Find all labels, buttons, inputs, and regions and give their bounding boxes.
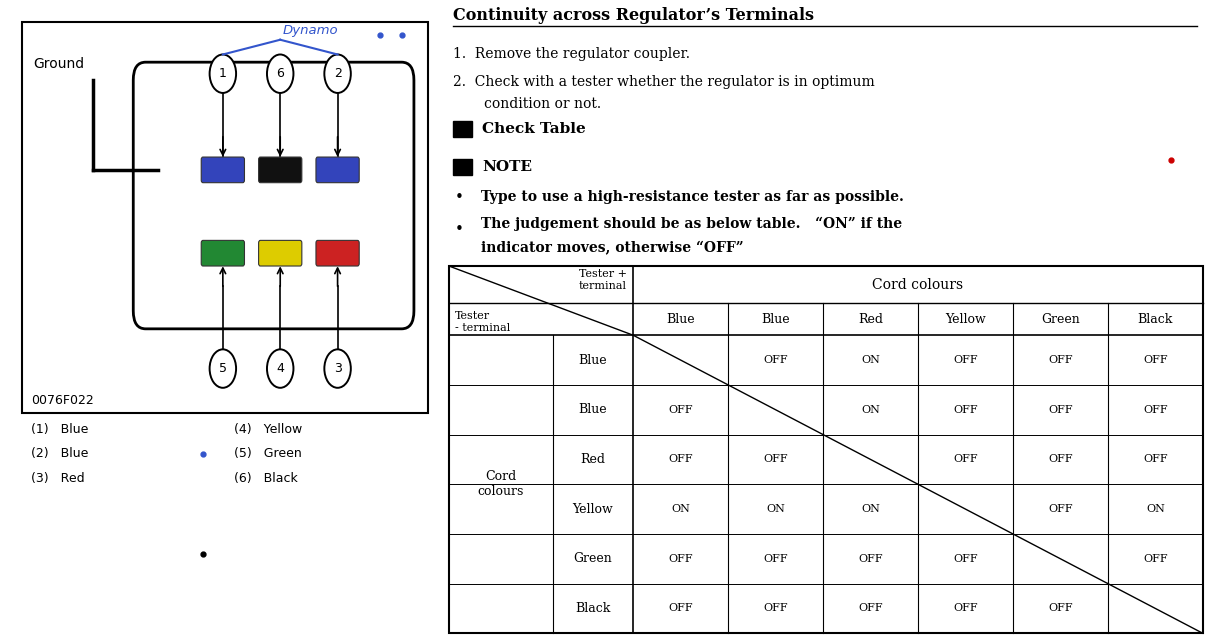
Text: 5: 5 [219,362,227,375]
Text: OFF: OFF [1143,355,1168,365]
Text: 2.  Check with a tester whether the regulator is in optimum: 2. Check with a tester whether the regul… [453,75,874,89]
Text: 1.  Remove the regulator coupler.: 1. Remove the regulator coupler. [453,47,690,62]
Text: OFF: OFF [1048,603,1072,613]
Text: OFF: OFF [763,454,788,465]
Text: OFF: OFF [953,404,978,415]
Text: OFF: OFF [1143,404,1168,415]
FancyBboxPatch shape [316,240,359,266]
Text: ON: ON [861,355,880,365]
Text: (3)   Red: (3) Red [31,472,85,485]
Text: Green: Green [1041,313,1080,326]
Text: NOTE: NOTE [482,160,532,174]
FancyBboxPatch shape [316,157,359,183]
FancyBboxPatch shape [259,157,302,183]
Text: Dynamo: Dynamo [283,24,339,37]
Text: OFF: OFF [1048,504,1072,514]
Text: OFF: OFF [763,355,788,365]
Text: OFF: OFF [669,603,693,613]
Text: Red: Red [858,313,883,326]
Text: (4)   Yellow: (4) Yellow [233,423,302,436]
Text: ON: ON [767,504,785,514]
Text: (5)   Green: (5) Green [233,447,301,460]
Text: 4: 4 [277,362,284,375]
Text: Blue: Blue [762,313,789,326]
Text: Yellow: Yellow [573,503,613,515]
Text: (6)   Black: (6) Black [233,472,297,485]
Text: 1: 1 [219,67,227,80]
Text: (2)   Blue: (2) Blue [31,447,88,460]
Text: ON: ON [861,404,880,415]
Text: Cord colours: Cord colours [873,278,964,292]
Text: Yellow: Yellow [945,313,985,326]
Text: ON: ON [671,504,690,514]
Text: •: • [455,222,464,237]
Text: 6: 6 [277,67,284,80]
Text: OFF: OFF [953,554,978,564]
Text: Continuity across Regulator’s Terminals: Continuity across Regulator’s Terminals [453,7,814,24]
Circle shape [209,54,236,93]
Text: •: • [455,190,464,205]
Bar [22,22,428,413]
FancyBboxPatch shape [201,157,244,183]
Text: 0076F022: 0076F022 [31,394,93,407]
Text: (1)   Blue: (1) Blue [31,423,88,436]
Text: OFF: OFF [669,554,693,564]
Text: OFF: OFF [858,603,883,613]
Text: OFF: OFF [1048,355,1072,365]
Circle shape [267,54,294,93]
Text: ON: ON [861,504,880,514]
Text: condition or not.: condition or not. [484,97,601,111]
Text: Tester +
terminal: Tester + terminal [579,269,627,291]
Bar [453,159,472,175]
Text: Blue: Blue [579,354,607,367]
Text: Blue: Blue [579,403,607,416]
Text: 2: 2 [334,67,341,80]
FancyBboxPatch shape [259,240,302,266]
Text: Red: Red [580,453,606,466]
Circle shape [324,349,351,388]
Text: Check Table: Check Table [482,122,585,135]
Text: Black: Black [1138,313,1173,326]
Bar [453,121,472,137]
Text: Cord
colours: Cord colours [478,470,523,498]
Text: OFF: OFF [1143,454,1168,465]
Text: Type to use a high-resistance tester as far as possible.: Type to use a high-resistance tester as … [481,190,904,204]
Text: OFF: OFF [1143,554,1168,564]
Text: The judgement should be as below table.   “ON” if the: The judgement should be as below table. … [481,217,902,231]
Text: 3: 3 [334,362,341,375]
Text: OFF: OFF [953,355,978,365]
Text: OFF: OFF [858,554,883,564]
Text: OFF: OFF [763,603,788,613]
Text: OFF: OFF [953,603,978,613]
FancyBboxPatch shape [133,62,413,329]
Text: ON: ON [1146,504,1164,514]
Circle shape [267,349,294,388]
Text: OFF: OFF [953,454,978,465]
FancyBboxPatch shape [201,240,244,266]
Text: OFF: OFF [763,554,788,564]
Circle shape [209,349,236,388]
Bar [449,266,1203,633]
Text: OFF: OFF [669,404,693,415]
Text: Blue: Blue [666,313,695,326]
Text: Ground: Ground [33,57,85,71]
Text: OFF: OFF [1048,404,1072,415]
Text: OFF: OFF [1048,454,1072,465]
Text: OFF: OFF [669,454,693,465]
Text: Green: Green [573,553,612,565]
Circle shape [324,54,351,93]
Text: Black: Black [575,602,611,615]
Text: Tester
- terminal: Tester - terminal [455,311,510,333]
Text: indicator moves, otherwise “OFF”: indicator moves, otherwise “OFF” [481,241,744,255]
